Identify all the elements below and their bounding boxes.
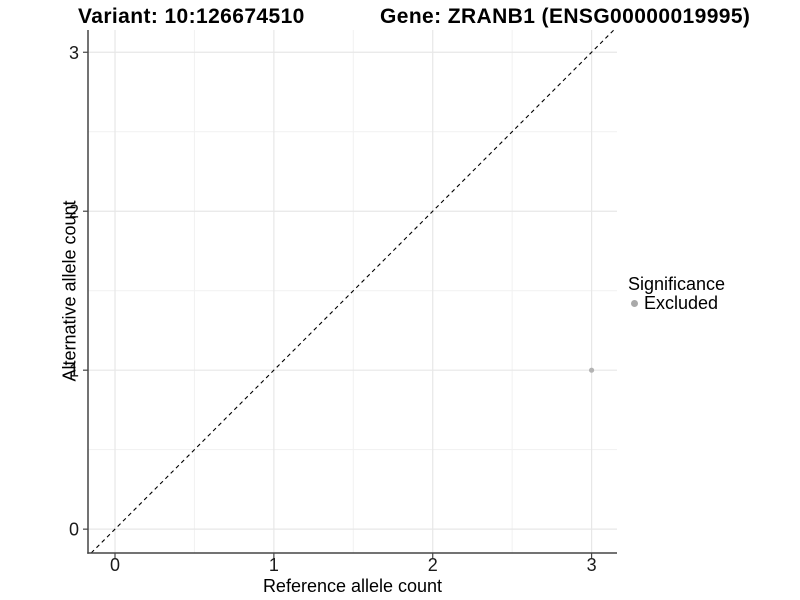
y-tick-label: 2 <box>69 202 79 222</box>
plot-title-variant: Variant: 10:126674510 <box>78 5 305 28</box>
data-point <box>588 367 595 373</box>
x-axis-title: Reference allele count <box>262 576 443 596</box>
y-tick-label: 3 <box>69 43 79 63</box>
plot-title-gene: Gene: ZRANB1 (ENSG00000019995) <box>380 5 751 28</box>
identity-dashed-line <box>90 29 615 554</box>
y-axis-title: Alternative allele count <box>59 200 80 382</box>
legend-title: Significance <box>628 274 726 294</box>
x-tick-label: 2 <box>428 555 438 575</box>
y-tick-label: 0 <box>69 520 79 540</box>
x-tick-label: 1 <box>269 555 279 575</box>
legend-item-excluded: Excluded <box>628 294 725 312</box>
x-tick-label: 0 <box>110 555 120 575</box>
x-tick-label: 3 <box>587 555 597 575</box>
legend-item-label: Excluded <box>644 293 719 313</box>
excluded-point-icon <box>631 299 638 307</box>
y-tick-label: 1 <box>69 361 79 381</box>
legend: Significance Excluded <box>628 274 726 313</box>
